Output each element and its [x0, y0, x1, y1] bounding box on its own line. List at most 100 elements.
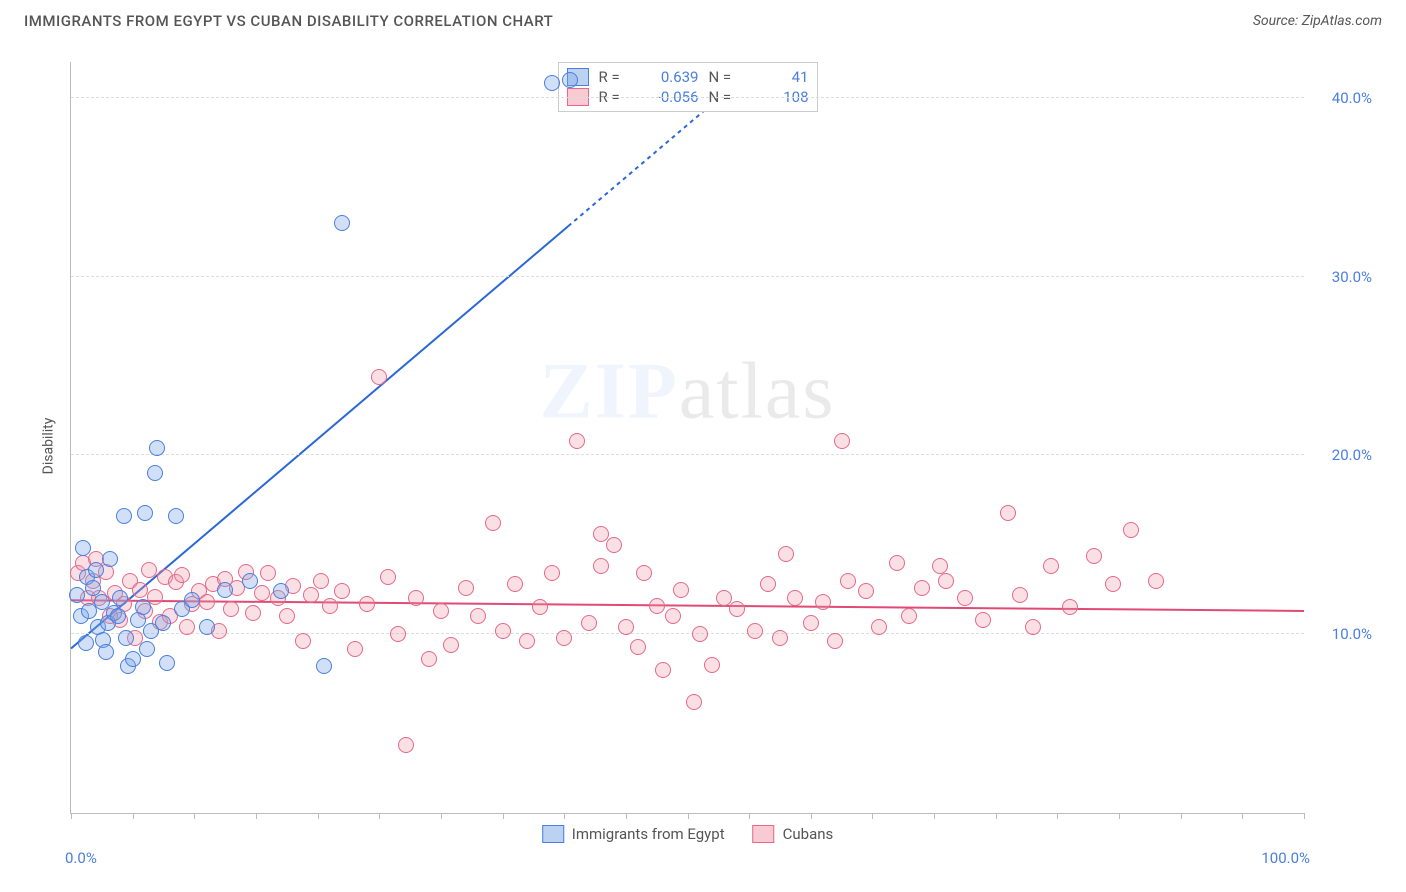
- data-point: [581, 615, 597, 631]
- data-point: [1105, 576, 1121, 592]
- data-point: [141, 562, 157, 578]
- data-point: [98, 644, 114, 660]
- data-point: [507, 576, 523, 592]
- data-point: [787, 590, 803, 606]
- gridline: [71, 633, 1304, 634]
- data-point: [245, 605, 261, 621]
- data-point: [137, 505, 153, 521]
- x-tick: [194, 813, 195, 819]
- data-point: [159, 655, 175, 671]
- data-point: [636, 565, 652, 581]
- data-point: [390, 626, 406, 642]
- data-point: [840, 573, 856, 589]
- data-point: [957, 590, 973, 606]
- data-point: [421, 651, 437, 667]
- data-point: [858, 583, 874, 599]
- y-tick-label: 40.0%: [1312, 89, 1372, 107]
- x-tick: [441, 813, 442, 819]
- legend-item-egypt: Immigrants from Egypt: [542, 825, 725, 843]
- data-point: [199, 619, 215, 635]
- data-point: [747, 623, 763, 639]
- data-point: [485, 515, 501, 531]
- stats-legend: R = 0.639 N = 41 R = -0.056 N = 108: [558, 62, 818, 112]
- data-point: [139, 641, 155, 657]
- x-tick: [256, 813, 257, 819]
- data-point: [1000, 505, 1016, 521]
- data-point: [322, 598, 338, 614]
- data-point: [569, 433, 585, 449]
- data-point: [110, 608, 126, 624]
- data-point: [223, 601, 239, 617]
- data-point: [562, 72, 578, 88]
- data-point: [242, 573, 258, 589]
- data-point: [75, 540, 91, 556]
- data-point: [433, 603, 449, 619]
- data-point: [938, 573, 954, 589]
- series-legend: Immigrants from Egypt Cubans: [542, 825, 834, 843]
- plot-area: ZIPatlas R = 0.639 N = 41 R = -0.056 N =…: [70, 62, 1304, 814]
- data-point: [495, 623, 511, 639]
- data-point: [443, 637, 459, 653]
- data-point: [334, 215, 350, 231]
- data-point: [334, 583, 350, 599]
- x-tick: [133, 813, 134, 819]
- y-tick-label: 20.0%: [1312, 446, 1372, 464]
- x-tick: [688, 813, 689, 819]
- data-point: [544, 565, 560, 581]
- chart-title: IMMIGRANTS FROM EGYPT VS CUBAN DISABILIT…: [24, 12, 553, 30]
- data-point: [630, 639, 646, 655]
- y-tick-label: 10.0%: [1312, 625, 1372, 643]
- data-point: [155, 615, 171, 631]
- data-point: [1043, 558, 1059, 574]
- data-point: [673, 582, 689, 598]
- data-point: [778, 546, 794, 562]
- data-point: [118, 630, 134, 646]
- data-point: [371, 369, 387, 385]
- data-point: [975, 612, 991, 628]
- x-tick: [626, 813, 627, 819]
- data-point: [686, 694, 702, 710]
- legend-row-egypt: R = 0.639 N = 41: [567, 67, 809, 87]
- data-point: [519, 633, 535, 649]
- data-point: [704, 657, 720, 673]
- data-point: [359, 596, 375, 612]
- data-point: [655, 662, 671, 678]
- x-tick: [1242, 813, 1243, 819]
- data-point: [78, 635, 94, 651]
- data-point: [1025, 619, 1041, 635]
- swatch-cubans-icon: [753, 825, 775, 843]
- x-tick: [1119, 813, 1120, 819]
- data-point: [273, 583, 289, 599]
- data-point: [834, 433, 850, 449]
- data-point: [901, 608, 917, 624]
- data-point: [1123, 522, 1139, 538]
- data-point: [760, 576, 776, 592]
- source-attribution: Source: ZipAtlas.com: [1253, 13, 1382, 29]
- data-point: [665, 608, 681, 624]
- data-point: [254, 585, 270, 601]
- data-point: [88, 562, 104, 578]
- data-point: [1062, 599, 1078, 615]
- data-point: [147, 465, 163, 481]
- data-point: [102, 551, 118, 567]
- data-point: [295, 633, 311, 649]
- data-point: [132, 582, 148, 598]
- x-tick: [996, 813, 997, 819]
- data-point: [544, 75, 560, 91]
- data-point: [532, 599, 548, 615]
- data-point: [458, 580, 474, 596]
- x-tick: [564, 813, 565, 819]
- x-tick: [934, 813, 935, 819]
- x-tick: [749, 813, 750, 819]
- data-point: [313, 573, 329, 589]
- data-point: [279, 608, 295, 624]
- x-tick: [1057, 813, 1058, 819]
- data-point: [692, 626, 708, 642]
- x-tick-max: 100.0%: [1261, 849, 1310, 867]
- gridline: [71, 454, 1304, 455]
- data-point: [174, 567, 190, 583]
- x-tick: [872, 813, 873, 819]
- data-point: [149, 440, 165, 456]
- data-point: [260, 565, 276, 581]
- x-tick: [1304, 813, 1305, 819]
